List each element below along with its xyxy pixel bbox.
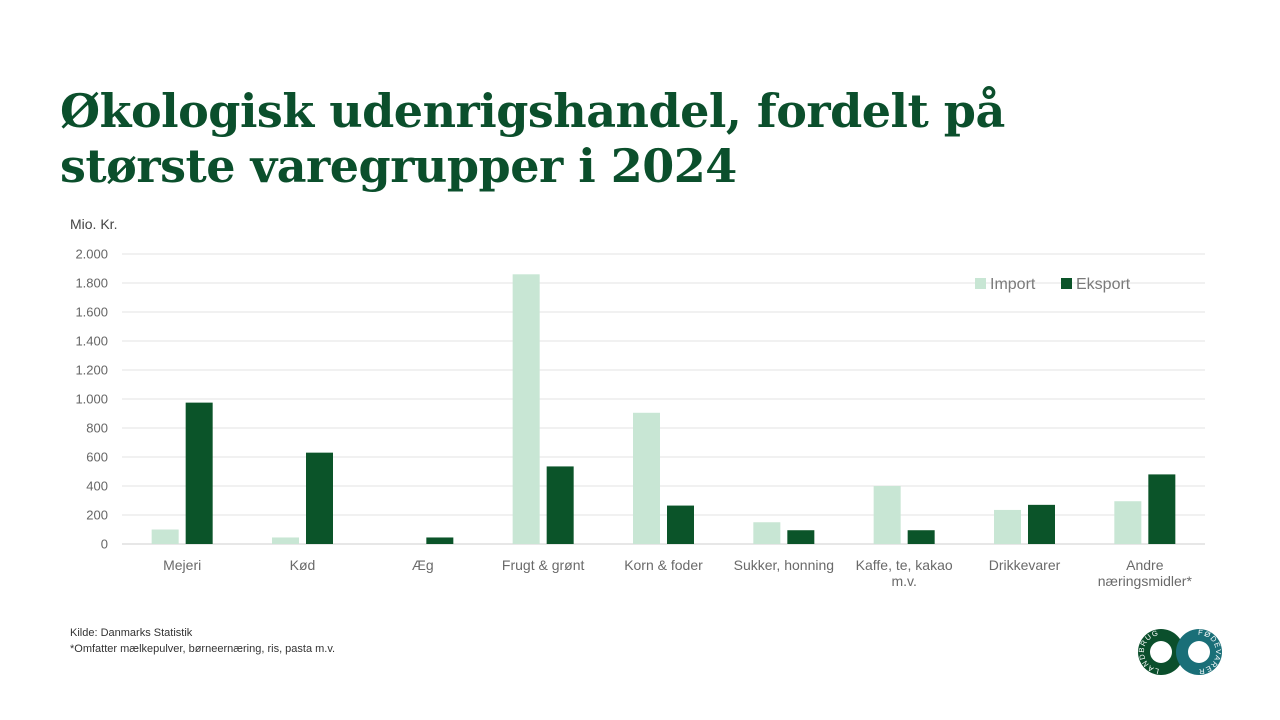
x-category-label: Kød xyxy=(290,557,316,573)
bar-eksport xyxy=(426,537,454,544)
title-line-2: største varegrupper i 2024 xyxy=(60,139,737,193)
bar-eksport xyxy=(306,452,333,544)
bar-import xyxy=(1114,501,1142,544)
y-tick-label: 1.000 xyxy=(75,392,108,407)
bar-eksport xyxy=(787,530,815,544)
x-category-label: næringsmidler* xyxy=(1098,573,1193,589)
page-title: Økologisk udenrigshandel, fordelt på stø… xyxy=(60,84,1160,194)
y-tick-label: 1.200 xyxy=(75,363,108,378)
y-tick-label: 1.600 xyxy=(75,305,108,320)
y-tick-label: 2.000 xyxy=(75,247,108,262)
bar-import xyxy=(633,412,660,544)
bar-import xyxy=(151,529,179,544)
x-category-label: Andre xyxy=(1126,557,1164,573)
y-tick-label: 800 xyxy=(86,421,108,436)
y-tick-label: 1.400 xyxy=(75,334,108,349)
bar-chart: 0 200 400 600 800 1.000 1.200 1.400 1.600 1.800 2.… xyxy=(75,247,1205,589)
bar-eksport xyxy=(667,505,694,544)
footnote-text: *Omfatter mælkepulver, børneernæring, ri… xyxy=(70,643,336,655)
y-axis-unit-label: Mio. Kr. xyxy=(70,216,118,232)
x-category-label: Mejeri xyxy=(163,557,201,573)
landbrug-fodevarer-logo: LANDBRUG FØDEVARER xyxy=(1137,628,1222,676)
bar-eksport xyxy=(185,402,213,544)
y-tick-label: 400 xyxy=(86,479,108,494)
bar-import xyxy=(753,522,781,544)
x-category-label: Sukker, honning xyxy=(734,557,834,573)
bar-eksport xyxy=(907,530,935,544)
y-tick-label: 200 xyxy=(86,508,108,523)
x-category-label: m.v. xyxy=(891,573,916,589)
title-line-1: Økologisk udenrigshandel, fordelt på xyxy=(60,84,1005,138)
bar-import xyxy=(272,537,299,544)
x-category-label: Korn & foder xyxy=(624,557,703,573)
legend-swatch-import xyxy=(975,278,986,289)
x-category-label: Frugt & grønt xyxy=(502,557,585,573)
x-category-label: Æg xyxy=(412,557,434,573)
y-tick-label: 600 xyxy=(86,450,108,465)
x-category-label: Drikkevarer xyxy=(989,557,1061,573)
y-tick-label: 1.800 xyxy=(75,276,108,291)
legend-swatch-eksport xyxy=(1061,278,1072,289)
source-notes: Kilde: Danmarks Statistik *Omfatter mælk… xyxy=(70,625,335,657)
source-text: Kilde: Danmarks Statistik xyxy=(70,627,193,639)
bar-eksport xyxy=(1148,474,1176,544)
bar-eksport xyxy=(546,466,574,544)
x-category-label: Kaffe, te, kakao xyxy=(856,557,953,573)
bar-import xyxy=(994,509,1021,544)
bar-import xyxy=(512,274,540,544)
y-tick-label: 0 xyxy=(101,537,108,552)
bar-import xyxy=(873,486,901,544)
legend-label-eksport: Eksport xyxy=(1076,276,1131,293)
bar-eksport xyxy=(1028,504,1055,544)
legend-label-import: Import xyxy=(990,276,1036,293)
